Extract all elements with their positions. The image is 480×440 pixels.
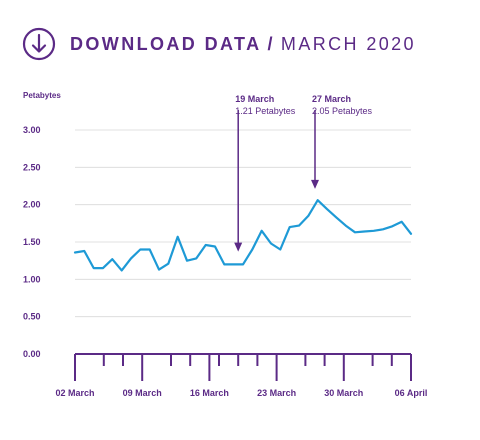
y-tick-label: 0.50 — [23, 312, 41, 322]
x-tick-label: 23 March — [257, 388, 296, 398]
annotation-arrow-head — [311, 179, 319, 189]
y-tick-label: 2.50 — [23, 162, 41, 172]
y-tick-label: 3.00 — [23, 125, 41, 135]
chart-title: DOWNLOAD DATA / MARCH 2020 — [70, 34, 416, 55]
y-tick-label: 1.50 — [23, 237, 41, 247]
y-tick-label: 1.00 — [23, 274, 41, 284]
x-tick-label: 02 March — [55, 388, 94, 398]
y-tick-label: 2.00 — [23, 200, 41, 210]
annotation-text: 2.05 Petabytes — [312, 106, 373, 116]
x-tick-label: 09 March — [123, 388, 162, 398]
series-line — [73, 199, 413, 272]
title-light: MARCH 2020 — [280, 33, 416, 54]
y-tick-label: 0.00 — [23, 349, 41, 359]
x-tick-label: 16 March — [190, 388, 229, 398]
annotation-arrow-head — [234, 242, 243, 252]
x-tick-label: 06 April — [395, 388, 428, 398]
download-circle-icon — [22, 27, 56, 61]
title-separator: / — [267, 33, 275, 54]
x-tick-label: 30 March — [324, 388, 363, 398]
annotation-text: 1.21 Petabytes — [235, 106, 296, 116]
annotation-title: 27 March — [312, 94, 351, 104]
header: DOWNLOAD DATA / MARCH 2020 — [22, 24, 416, 64]
y-axis-label: Petabytes — [23, 91, 61, 100]
title-bold: DOWNLOAD DATA — [70, 33, 262, 54]
annotation-title: 19 March — [235, 94, 274, 104]
